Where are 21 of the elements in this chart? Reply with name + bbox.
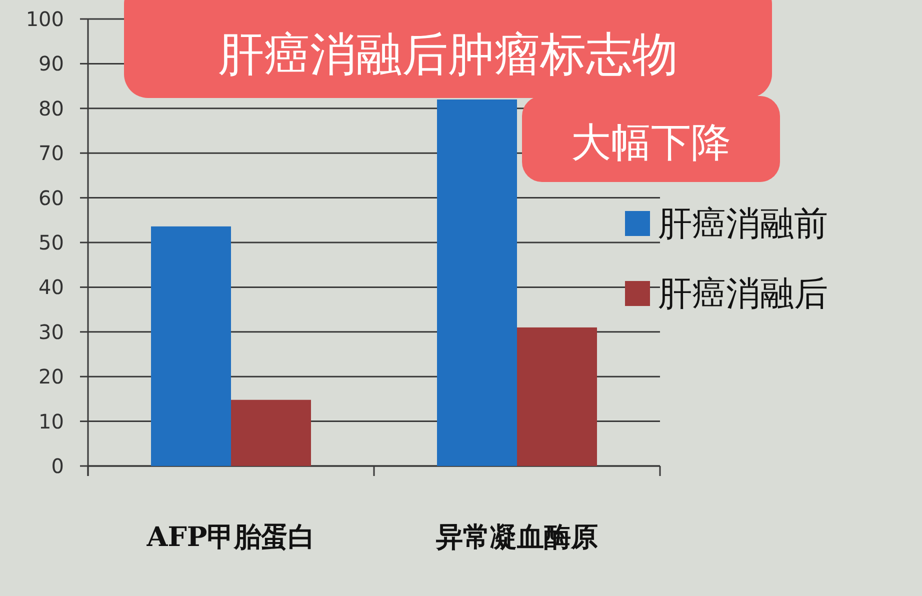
y-tick-label: 20 <box>38 364 64 389</box>
bar <box>151 226 231 466</box>
bar <box>231 400 311 466</box>
y-tick-label: 60 <box>38 186 64 210</box>
y-tick-label: 100 <box>26 7 64 31</box>
y-tick-label: 0 <box>51 454 64 478</box>
text: 大幅下降 <box>571 120 731 166</box>
x-tick-label: AFP甲胎蛋白 <box>146 522 316 553</box>
x-tick-label: 异常凝血酶原 <box>435 522 598 553</box>
legend-label: 肝癌消融后 <box>658 274 828 314</box>
y-tick-label: 30 <box>38 320 64 344</box>
y-tick-label: 50 <box>38 230 64 254</box>
y-tick-label: 10 <box>38 409 64 434</box>
legend-label: 肝癌消融前 <box>658 204 828 244</box>
y-tick-label: 80 <box>38 96 64 120</box>
chart-title: 肝癌消融后肿瘤标志物 <box>218 27 678 81</box>
bar <box>517 327 597 466</box>
bar <box>437 99 517 466</box>
y-tick-label: 90 <box>38 52 64 76</box>
y-tick-label: 40 <box>38 275 64 300</box>
y-tick-label: 70 <box>38 141 64 166</box>
